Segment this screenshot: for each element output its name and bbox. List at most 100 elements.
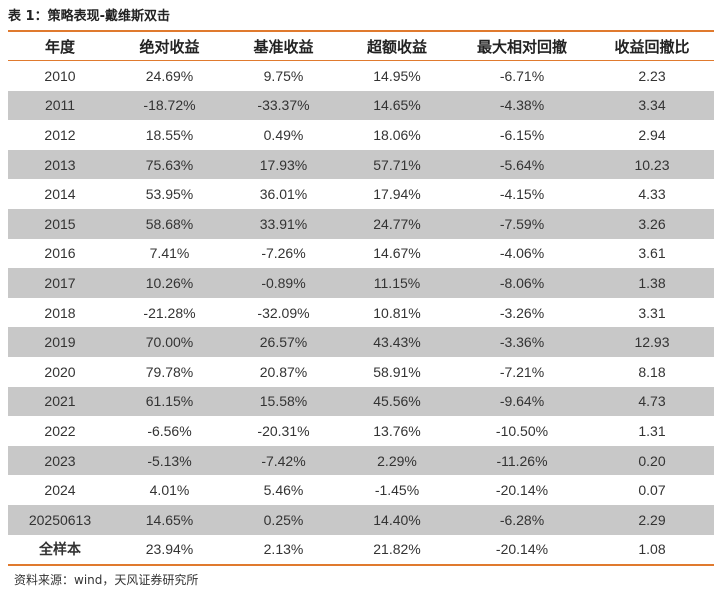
cell-excess-return: 14.95%: [373, 67, 421, 84]
cell-absolute-return: 53.95%: [145, 186, 194, 203]
cell-return-drawdown-ratio: 2.94: [638, 126, 666, 143]
cell-benchmark-return: 20.87%: [259, 363, 308, 380]
cell-absolute-return: 70.00%: [112, 327, 227, 357]
cell-year: 2012: [44, 126, 76, 143]
table-row: 2011 -18.72% -33.37% 14.65% -4.38% 3.34: [8, 90, 714, 121]
cell-return-drawdown-ratio: 4.33: [638, 186, 666, 203]
cell-return-drawdown-ratio: 0.07: [638, 482, 666, 499]
cell-excess-return: -1.45%: [374, 482, 420, 499]
cell-year: 2022: [44, 422, 76, 439]
table-row: 2017 10.26% -0.89% 11.15% -8.06% 1.38: [8, 268, 714, 298]
cell-return-drawdown-ratio: 1.08: [590, 534, 714, 567]
cell-absolute-return: 79.78%: [145, 363, 194, 380]
cell-return-drawdown-ratio: 3.26: [590, 208, 714, 239]
cell-year: 20250613: [8, 504, 112, 535]
cell-absolute-return: 10.26%: [112, 268, 227, 298]
cell-max-relative-drawdown: -20.14%: [454, 534, 590, 567]
cell-absolute-return: 23.94%: [112, 534, 227, 567]
cell-return-drawdown-ratio: 12.93: [590, 327, 714, 357]
cell-benchmark-return: -7.26%: [261, 245, 306, 262]
table-body: 2010 24.69% 9.75% 14.95% -6.71% 2.23 2011 -18.7…: [8, 61, 714, 567]
table-row: 2010 24.69% 9.75% 14.95% -6.71% 2.23: [8, 61, 714, 91]
cell-year: 2018: [44, 304, 76, 321]
cell-excess-return: 45.56%: [340, 386, 454, 417]
source-note: 资料来源：wind，天风证券研究所: [14, 573, 199, 587]
cell-absolute-return: 4.01%: [149, 482, 190, 499]
cell-absolute-return: -18.72%: [112, 90, 227, 121]
table-row: 2014 53.95% 36.01% 17.94% -4.15% 4.33: [8, 179, 714, 209]
cell-absolute-return: 75.63%: [112, 149, 227, 180]
cell-absolute-return: 7.41%: [149, 245, 190, 262]
table-row: 2021 61.15% 15.58% 45.56% -9.64% 4.73: [8, 386, 714, 417]
cell-year: 2024: [44, 482, 76, 499]
table-row: 2022 -6.56% -20.31% 13.76% -10.50% 1.31: [8, 416, 714, 446]
cell-excess-return: 14.67%: [373, 245, 421, 262]
table-row: 2018 -21.28% -32.09% 10.81% -3.26% 3.31: [8, 298, 714, 328]
cell-year: 2015: [8, 208, 112, 239]
cell-return-drawdown-ratio: 8.18: [638, 363, 666, 380]
table-row: 2023 -5.13% -7.42% 2.29% -11.26% 0.20: [8, 445, 714, 476]
table-row: 全样本 23.94% 2.13% 21.82% -20.14% 1.08: [8, 534, 714, 567]
cell-benchmark-return: -7.42%: [227, 445, 340, 476]
cell-excess-return: 2.29%: [340, 445, 454, 476]
cell-year: 2011: [8, 90, 112, 121]
cell-max-relative-drawdown: -20.14%: [495, 482, 549, 499]
cell-benchmark-return: -32.09%: [257, 304, 310, 321]
cell-absolute-return: -6.56%: [147, 422, 192, 439]
cell-year: 2021: [8, 386, 112, 417]
cell-return-drawdown-ratio: 1.31: [638, 422, 666, 439]
cell-excess-return: 57.71%: [340, 149, 454, 180]
cell-return-drawdown-ratio: 1.38: [590, 268, 714, 298]
cell-year: 2019: [8, 327, 112, 357]
cell-return-drawdown-ratio: 4.73: [590, 386, 714, 417]
cell-absolute-return: 18.55%: [145, 126, 194, 143]
cell-max-relative-drawdown: -6.28%: [454, 504, 590, 535]
table-row: 2024 4.01% 5.46% -1.45% -20.14% 0.07: [8, 475, 714, 505]
cell-excess-return: 43.43%: [340, 327, 454, 357]
cell-year: 2013: [8, 149, 112, 180]
cell-max-relative-drawdown: -4.38%: [454, 90, 590, 121]
cell-max-relative-drawdown: -6.15%: [499, 126, 545, 143]
top-rule: [8, 30, 714, 32]
cell-excess-return: 14.40%: [340, 504, 454, 535]
cell-year: 2023: [8, 445, 112, 476]
cell-year: 2016: [44, 245, 76, 262]
cell-absolute-return: 14.65%: [112, 504, 227, 535]
cell-excess-return: 58.91%: [373, 363, 421, 380]
cell-max-relative-drawdown: -7.59%: [454, 208, 590, 239]
table-row: 2012 18.55% 0.49% 18.06% -6.15% 2.94: [8, 120, 714, 150]
header-return-drawdown-ratio: 收益回撤比: [590, 32, 714, 61]
cell-max-relative-drawdown: -4.15%: [499, 186, 545, 203]
cell-benchmark-return: 26.57%: [227, 327, 340, 357]
cell-benchmark-return: 17.93%: [227, 149, 340, 180]
cell-excess-return: 14.65%: [340, 90, 454, 121]
cell-excess-return: 10.81%: [373, 304, 421, 321]
cell-absolute-return: -5.13%: [112, 445, 227, 476]
cell-year: 2014: [44, 186, 76, 203]
cell-excess-return: 21.82%: [340, 534, 454, 567]
cell-max-relative-drawdown: -3.36%: [454, 327, 590, 357]
header-row: 年度 绝对收益 基准收益 超额收益 最大相对回撤 收益回撤比: [8, 32, 714, 61]
cell-return-drawdown-ratio: 3.31: [638, 304, 666, 321]
table-caption: 表 1：策略表现-戴维斯双击: [8, 9, 170, 24]
cell-return-drawdown-ratio: 3.61: [638, 245, 666, 262]
cell-benchmark-return: 33.91%: [227, 208, 340, 239]
cell-max-relative-drawdown: -5.64%: [454, 149, 590, 180]
table-row: 20250613 14.65% 0.25% 14.40% -6.28% 2.29: [8, 504, 714, 535]
table-row: 2013 75.63% 17.93% 57.71% -5.64% 10.23: [8, 149, 714, 180]
cell-return-drawdown-ratio: 0.20: [590, 445, 714, 476]
cell-benchmark-return: -0.89%: [227, 268, 340, 298]
cell-max-relative-drawdown: -4.06%: [499, 245, 545, 262]
header-max-relative-drawdown: 最大相对回撤: [454, 32, 590, 61]
cell-benchmark-return: 5.46%: [263, 482, 304, 499]
cell-return-drawdown-ratio: 10.23: [590, 149, 714, 180]
cell-max-relative-drawdown: -9.64%: [454, 386, 590, 417]
table-row: 2019 70.00% 26.57% 43.43% -3.36% 12.93: [8, 327, 714, 357]
cell-benchmark-return: 2.13%: [227, 534, 340, 567]
cell-max-relative-drawdown: -11.26%: [454, 445, 590, 476]
cell-benchmark-return: -33.37%: [227, 90, 340, 121]
cell-absolute-return: 61.15%: [112, 386, 227, 417]
cell-absolute-return: -21.28%: [143, 304, 196, 321]
header-absolute-return: 绝对收益: [112, 32, 227, 61]
header-year: 年度: [8, 32, 112, 61]
